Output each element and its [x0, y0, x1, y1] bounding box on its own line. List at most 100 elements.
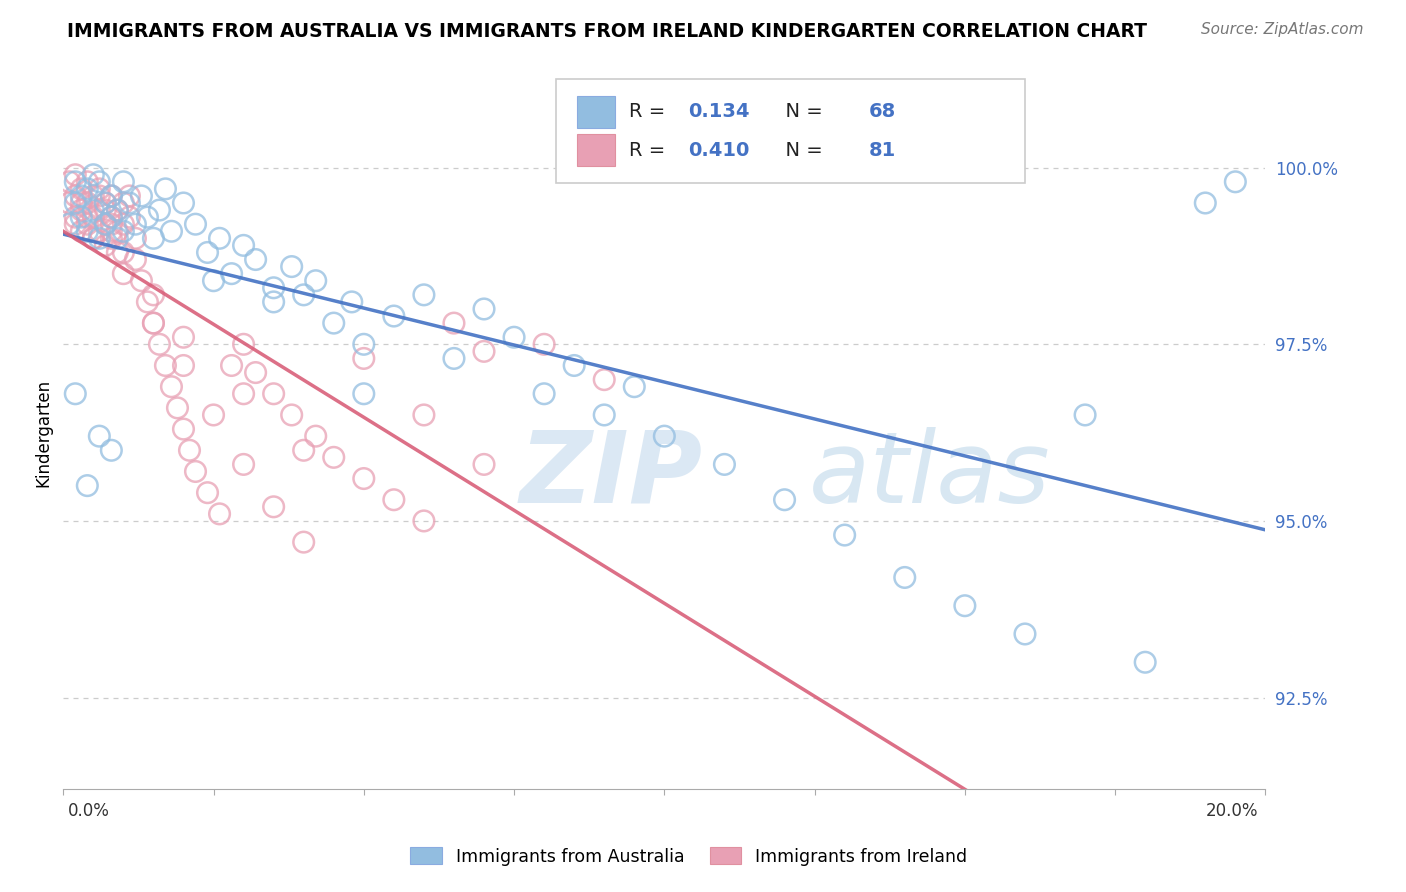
- Text: atlas: atlas: [808, 427, 1050, 524]
- Point: [89, 189, 111, 203]
- Point: [184, 217, 207, 231]
- Point: [105, 231, 128, 245]
- Point: [58, 217, 80, 231]
- Point: [652, 429, 676, 443]
- Point: [155, 359, 177, 373]
- Text: IMMIGRANTS FROM AUSTRALIA VS IMMIGRANTS FROM IRELAND KINDERGARTEN CORRELATION CH: IMMIGRANTS FROM AUSTRALIA VS IMMIGRANTS …: [67, 22, 1147, 41]
- Point: [197, 485, 219, 500]
- Point: [118, 196, 141, 211]
- Point: [340, 294, 363, 309]
- Point: [94, 238, 117, 252]
- Point: [1074, 408, 1097, 422]
- Point: [118, 189, 141, 203]
- Point: [245, 366, 267, 380]
- Point: [232, 238, 254, 252]
- Bar: [576, 135, 614, 167]
- Point: [280, 260, 302, 274]
- Point: [353, 471, 375, 485]
- Point: [89, 202, 111, 217]
- Y-axis label: Kindergarten: Kindergarten: [34, 378, 52, 487]
- Point: [70, 189, 93, 203]
- Point: [623, 380, 645, 394]
- Point: [94, 217, 117, 231]
- Point: [202, 274, 225, 288]
- Point: [142, 231, 165, 245]
- Point: [70, 210, 93, 224]
- Point: [76, 217, 98, 231]
- Point: [142, 316, 165, 330]
- Point: [472, 301, 495, 316]
- Point: [105, 202, 128, 217]
- Point: [136, 294, 159, 309]
- Point: [263, 281, 285, 295]
- Point: [172, 359, 194, 373]
- Text: N =: N =: [772, 141, 828, 161]
- Point: [894, 570, 917, 584]
- Point: [58, 175, 80, 189]
- Point: [413, 288, 436, 302]
- Point: [221, 267, 243, 281]
- Point: [82, 202, 104, 217]
- Point: [1194, 196, 1216, 211]
- Point: [94, 196, 117, 211]
- Point: [100, 210, 122, 224]
- Point: [179, 443, 201, 458]
- Text: ZIP: ZIP: [520, 427, 703, 524]
- Point: [382, 492, 405, 507]
- Point: [472, 344, 495, 359]
- Point: [112, 224, 135, 238]
- Point: [65, 217, 87, 231]
- Point: [112, 175, 135, 189]
- Point: [76, 175, 98, 189]
- Point: [100, 210, 122, 224]
- Text: Source: ZipAtlas.com: Source: ZipAtlas.com: [1201, 22, 1364, 37]
- Point: [172, 330, 194, 344]
- Point: [353, 386, 375, 401]
- Point: [208, 231, 231, 245]
- Point: [94, 202, 117, 217]
- Point: [280, 408, 302, 422]
- Point: [70, 182, 93, 196]
- Text: 20.0%: 20.0%: [1206, 802, 1258, 820]
- Point: [166, 401, 188, 415]
- Point: [89, 182, 111, 196]
- Text: 0.0%: 0.0%: [67, 802, 110, 820]
- Point: [202, 408, 225, 422]
- Point: [89, 224, 111, 238]
- Text: R =: R =: [630, 141, 672, 161]
- Text: 0.410: 0.410: [689, 141, 749, 161]
- Point: [292, 443, 315, 458]
- Point: [89, 175, 111, 189]
- Point: [65, 210, 87, 224]
- Point: [65, 196, 87, 211]
- Point: [413, 408, 436, 422]
- Point: [773, 492, 796, 507]
- Point: [131, 274, 153, 288]
- Point: [160, 224, 183, 238]
- Point: [160, 380, 183, 394]
- Point: [245, 252, 267, 267]
- Point: [292, 535, 315, 549]
- Point: [76, 196, 98, 211]
- Point: [124, 231, 146, 245]
- Point: [100, 443, 122, 458]
- Point: [65, 386, 87, 401]
- Point: [322, 316, 344, 330]
- Point: [112, 217, 135, 231]
- Point: [184, 465, 207, 479]
- Point: [172, 422, 194, 436]
- Point: [82, 210, 104, 224]
- Point: [70, 224, 93, 238]
- Text: 68: 68: [869, 102, 896, 121]
- Point: [1014, 627, 1036, 641]
- Point: [443, 316, 465, 330]
- Point: [124, 252, 146, 267]
- Point: [94, 196, 117, 211]
- Point: [65, 189, 87, 203]
- Point: [112, 196, 135, 211]
- Point: [263, 386, 285, 401]
- Point: [713, 458, 735, 472]
- Point: [148, 337, 170, 351]
- Point: [100, 224, 122, 238]
- Point: [305, 274, 328, 288]
